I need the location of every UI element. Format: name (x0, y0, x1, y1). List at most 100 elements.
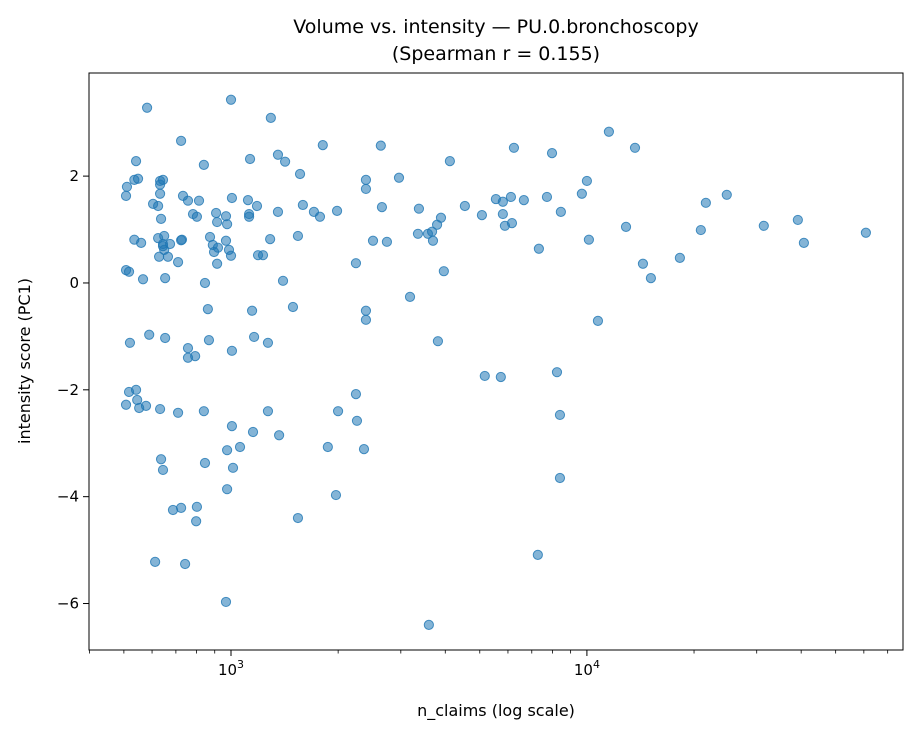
data-point (297, 199, 308, 211)
data-point (674, 252, 685, 263)
data-point (198, 406, 209, 417)
data-point (153, 200, 164, 212)
data-point (497, 208, 508, 220)
points-layer (120, 94, 871, 630)
data-point (130, 384, 142, 395)
data-point (360, 174, 372, 185)
data-point (581, 175, 593, 187)
data-point (700, 197, 711, 208)
data-point (175, 135, 187, 146)
y-axis-label: intensity score (PC1) (15, 278, 34, 444)
data-point (123, 266, 135, 277)
data-point (193, 195, 205, 206)
data-point (404, 291, 416, 302)
data-point (376, 201, 388, 213)
data-point (175, 502, 187, 513)
data-point (262, 406, 274, 417)
data-point (554, 409, 566, 421)
data-point (495, 371, 506, 383)
data-point (157, 174, 169, 185)
data-point (210, 207, 222, 219)
x-axis: 103 104 (88, 650, 889, 679)
data-point (360, 305, 372, 316)
data-point (198, 159, 209, 170)
data-point (287, 301, 299, 313)
data-point (277, 275, 289, 286)
data-point (479, 370, 490, 382)
data-point (132, 173, 144, 184)
data-point (393, 172, 405, 183)
data-point (350, 258, 362, 269)
data-point (124, 337, 136, 348)
data-point (292, 512, 304, 524)
data-point (265, 234, 276, 245)
data-point (592, 315, 604, 326)
x-axis-label: n_claims (log scale) (417, 701, 575, 721)
x-tick-label: 104 (574, 658, 600, 679)
data-point (212, 216, 223, 228)
data-point (172, 257, 184, 268)
data-point (172, 407, 184, 418)
data-point (182, 195, 194, 206)
data-point (144, 329, 155, 340)
data-point (444, 156, 455, 167)
data-point (367, 235, 379, 246)
data-point (331, 205, 343, 216)
data-point (141, 102, 153, 113)
data-point (375, 140, 386, 151)
data-point (351, 415, 363, 426)
data-point (274, 430, 285, 441)
chart-subtitle: (Spearman r = 0.155) (392, 43, 600, 65)
data-point (350, 388, 362, 400)
data-point (130, 156, 142, 167)
data-point (272, 206, 284, 218)
data-point (120, 190, 132, 201)
data-point (645, 273, 657, 284)
data-point (695, 224, 706, 236)
data-point (423, 619, 434, 630)
data-point (432, 336, 444, 347)
data-point (191, 501, 203, 512)
y-axis: −6 −4 −2 0 2 (57, 167, 89, 613)
data-point (226, 345, 238, 356)
data-point (155, 213, 167, 224)
data-point (243, 211, 255, 222)
data-point (508, 142, 520, 153)
data-point (292, 230, 304, 242)
data-point (199, 457, 211, 469)
data-point (555, 206, 566, 218)
data-point (248, 331, 260, 343)
data-point (518, 195, 529, 206)
data-point (435, 212, 447, 223)
data-point (272, 149, 284, 160)
data-point (541, 191, 553, 203)
data-point (330, 489, 342, 501)
data-point (860, 227, 871, 238)
data-point (317, 140, 328, 151)
data-point (546, 148, 558, 159)
y-tick-label: −6 (57, 595, 79, 613)
data-point (314, 211, 326, 222)
data-point (758, 220, 769, 231)
data-point (150, 556, 161, 567)
data-point (191, 516, 202, 527)
data-point (413, 203, 425, 214)
data-point (159, 244, 170, 255)
data-point (227, 462, 239, 473)
chart-title: Volume vs. intensity — PU.0.bronchoscopy (293, 16, 698, 38)
data-point (257, 250, 269, 261)
data-point (532, 549, 543, 561)
data-point (244, 153, 256, 165)
data-point (202, 304, 213, 315)
data-point (412, 228, 424, 239)
data-point (121, 181, 133, 192)
x-tick-label: 103 (218, 658, 244, 679)
data-point (242, 195, 254, 206)
y-tick-label: 0 (69, 274, 79, 292)
data-point (358, 444, 370, 455)
data-point (182, 343, 194, 354)
data-point (322, 441, 333, 453)
data-point (221, 484, 233, 495)
data-point (175, 235, 187, 246)
